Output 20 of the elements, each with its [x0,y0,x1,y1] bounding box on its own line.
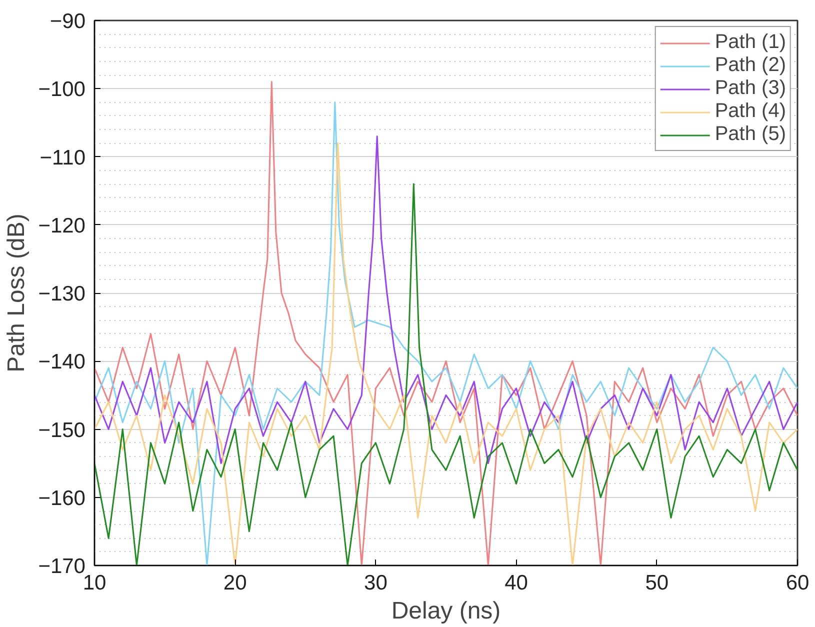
y-tick-label: −140 [38,350,86,374]
y-tick-label: −120 [38,214,86,238]
y-tick-label: −100 [38,78,86,102]
legend-label: Path (5) [714,123,786,146]
legend-label: Path (2) [714,54,786,77]
x-tick-label: 40 [504,572,528,594]
x-tick-label: 50 [645,572,669,594]
y-tick-label: −90 [50,10,86,33]
y-axis-title: Path Loss (dB) [3,214,30,372]
x-tick-label: 30 [364,572,388,594]
legend-label: Path (1) [714,31,786,54]
x-axis-title: Delay (ns) [391,598,501,624]
y-tick-label: −150 [38,418,86,442]
y-tick-label: −110 [40,146,86,170]
x-tick-label: 20 [223,572,247,594]
x-tick-label: 60 [786,572,810,594]
y-tick-label: −130 [38,282,86,306]
legend-label: Path (3) [714,77,786,100]
y-tick-label: −160 [38,486,86,510]
legend-label: Path (4) [714,100,786,123]
